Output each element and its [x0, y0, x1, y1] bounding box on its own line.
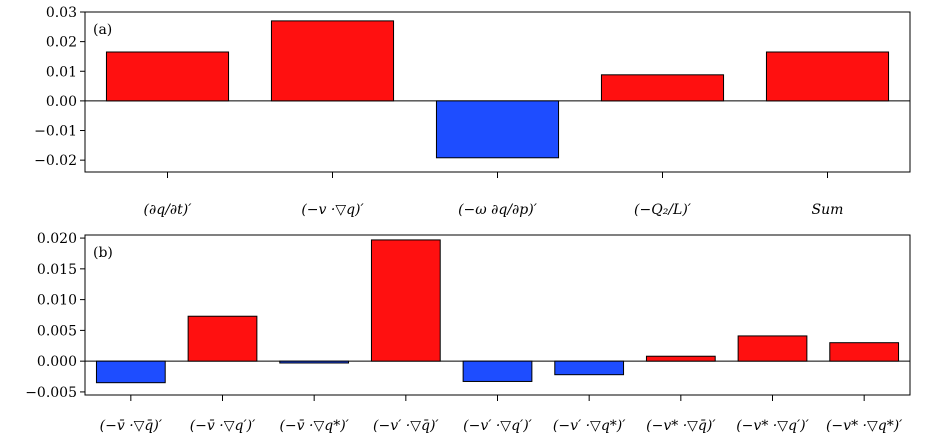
y-tick-label: 0.00 [46, 94, 77, 110]
panel-label: (b) [93, 245, 113, 261]
y-tick-label: −0.005 [25, 385, 77, 401]
panel-b: −0.005 0.000 0.005 0.010 0.015 0.020 (−v̄ ·▽q̄… [25, 231, 911, 434]
y-tick-label: 0.015 [37, 262, 77, 278]
category-label: (−v′ ·▽q′)′ [463, 418, 533, 434]
bar [279, 360, 350, 364]
y-tick-label: 0.020 [37, 231, 77, 247]
category-label: (−Q₂/L)′ [634, 202, 692, 218]
y-tick-label: 0.010 [37, 293, 77, 309]
category-label: (−v ·▽q)′ [301, 202, 364, 218]
category-label: (−ω ∂q/∂p)′ [458, 202, 538, 218]
y-tick-label: −0.02 [34, 153, 77, 169]
category-label: (−v̄ ·▽q̄)′ [100, 418, 163, 434]
bar [737, 335, 808, 362]
category-label: (−v̄ ·▽q*)′ [279, 418, 349, 434]
category-label: Sum [812, 202, 844, 218]
category-label: (−v′ ·▽q*)′ [553, 418, 626, 434]
category-label: (−v̄ ·▽q′)′ [190, 418, 256, 434]
panel-label: (a) [93, 22, 112, 38]
category-label: (−v* ·▽q*)′ [826, 418, 903, 434]
y-tick-label: −0.01 [34, 124, 77, 140]
y-tick-label: 0.01 [46, 64, 77, 80]
bar [187, 315, 258, 362]
bar [270, 20, 395, 102]
bar [829, 342, 900, 362]
bar [554, 360, 625, 376]
bar [435, 100, 560, 159]
bar [462, 360, 533, 382]
y-tick-label: 0.005 [37, 323, 77, 339]
bar [105, 51, 230, 102]
y-tick-label: 0.02 [46, 35, 77, 51]
category-label: (∂q/∂t)′ [144, 202, 193, 218]
bar [370, 239, 441, 362]
category-label: (−v* ·▽q̄)′ [646, 418, 716, 434]
bar [95, 360, 166, 384]
panel-a: −0.02 −0.01 0.00 0.01 0.02 0.03 (∂q/∂t)′ (−v ·▽… [34, 5, 911, 218]
y-tick-label: 0.000 [37, 354, 77, 370]
y-tick-label: 0.03 [46, 5, 77, 21]
bar [765, 51, 890, 102]
category-label: (−v′ ·▽q̄)′ [373, 418, 439, 434]
category-label: (−v* ·▽q′)′ [736, 418, 809, 434]
bar [600, 74, 725, 102]
bar [645, 355, 716, 362]
